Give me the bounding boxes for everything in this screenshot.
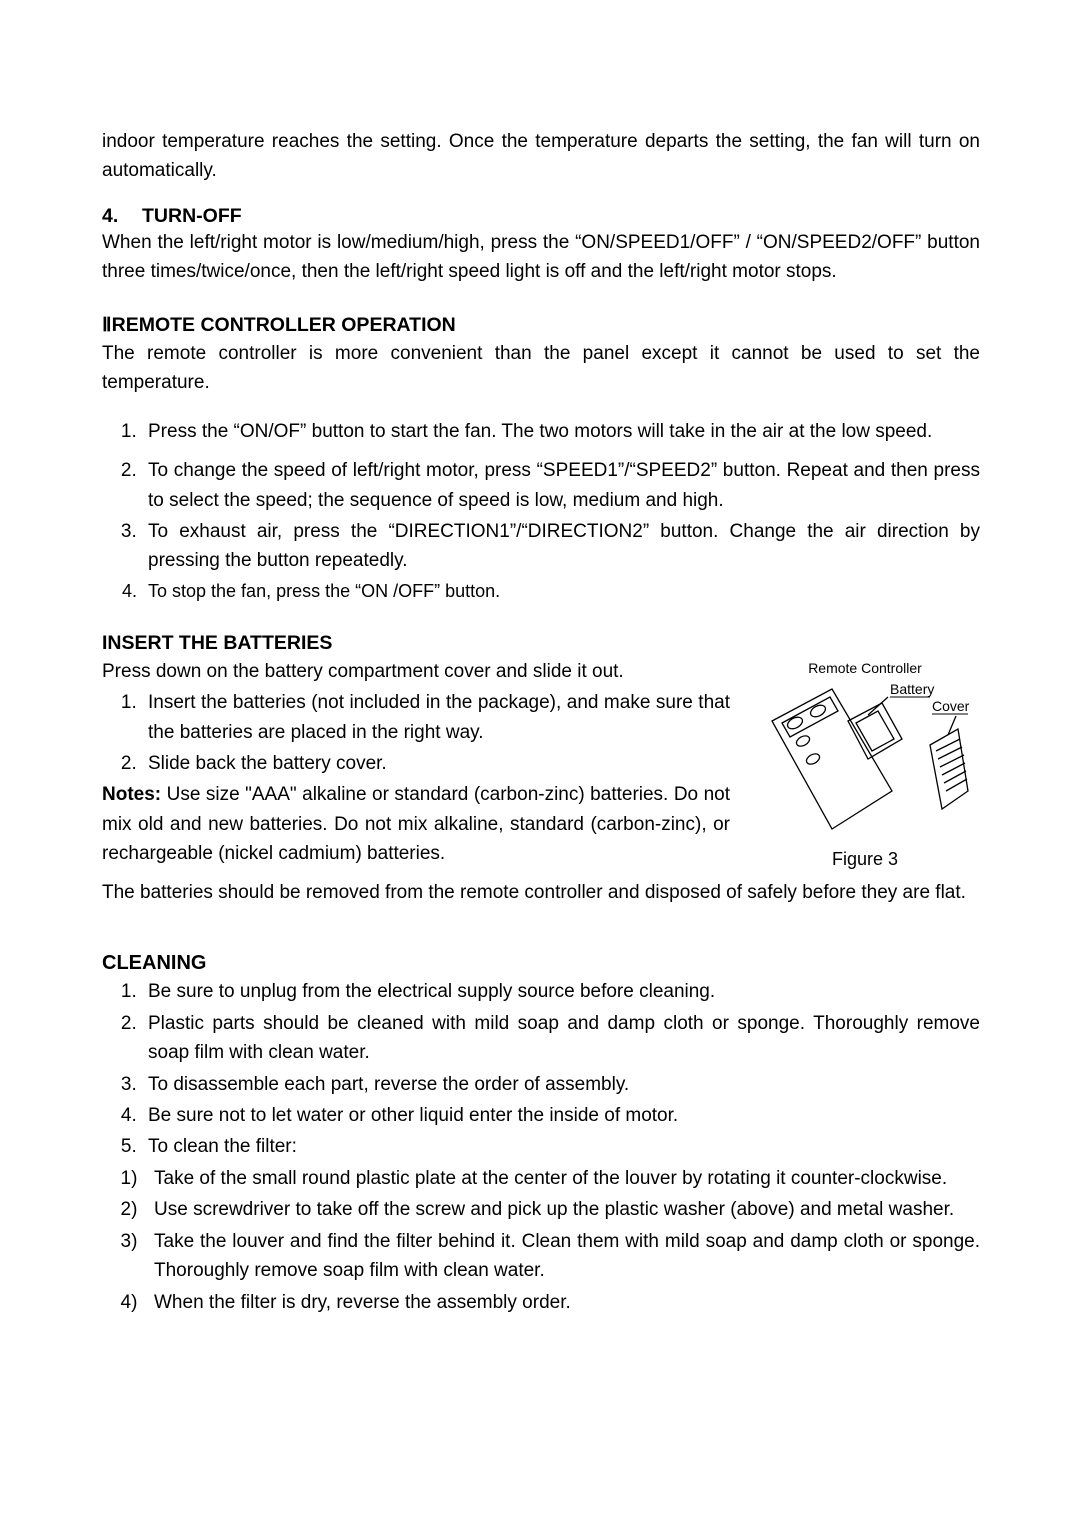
section-4-heading: 4. TURN-OFF	[102, 205, 980, 228]
remote-step: Press the “ON/OF” button to start the fa…	[142, 417, 980, 446]
intro-continuation: indoor temperature reaches the setting. …	[102, 127, 980, 186]
cleaning-heading: CLEANING	[102, 952, 980, 975]
notes-body: Use size "AAA" alkaline or standard (car…	[102, 784, 730, 864]
remote-step: To exhaust air, press the “DIRECTION1”/“…	[142, 517, 980, 576]
notes-label: Notes:	[102, 784, 161, 805]
cleaning-substep: Take of the small round plastic plate at…	[148, 1164, 980, 1193]
cleaning-substep: When the filter is dry, reverse the asse…	[148, 1288, 980, 1317]
remote-controller-diagram-icon: Remote Controller Battery Cover	[760, 661, 970, 841]
cleaning-step: Be sure not to let water or other liquid…	[142, 1101, 980, 1130]
cleaning-step: Be sure to unplug from the electrical su…	[142, 977, 980, 1006]
section-4-number: 4.	[102, 205, 142, 228]
remote-heading: ⅡREMOTE CONTROLLER OPERATION	[102, 313, 980, 337]
section-4-title: TURN-OFF	[142, 205, 242, 228]
cleaning-step: Plastic parts should be cleaned with mil…	[142, 1009, 980, 1068]
batteries-heading: INSERT THE BATTERIES	[102, 632, 980, 655]
batteries-tail: The batteries should be removed from the…	[102, 878, 980, 907]
cleaning-substep: Use screwdriver to take off the screw an…	[148, 1195, 980, 1224]
remote-intro: The remote controller is more convenient…	[102, 339, 980, 398]
figure-3-caption: Figure 3	[750, 849, 980, 870]
cleaning-substep: Take the louver and find the filter behi…	[148, 1227, 980, 1286]
remote-heading-text: REMOTE CONTROLLER OPERATION	[112, 314, 456, 336]
roman-two-prefix: Ⅱ	[102, 315, 112, 336]
figure-label-remote: Remote Controller	[808, 661, 922, 676]
figure-label-battery: Battery	[890, 681, 934, 697]
section-4-body: When the left/right motor is low/medium/…	[102, 228, 980, 287]
figure-label-cover: Cover	[932, 698, 970, 714]
cleaning-step: To clean the filter:	[142, 1132, 980, 1161]
cleaning-substeps-list: Take of the small round plastic plate at…	[108, 1164, 980, 1317]
remote-step: To stop the fan, press the “ON /OFF” but…	[142, 578, 980, 606]
remote-steps-list: Press the “ON/OF” button to start the fa…	[102, 417, 980, 606]
cleaning-steps-list: Be sure to unplug from the electrical su…	[102, 977, 980, 1162]
remote-step: To change the speed of left/right motor,…	[142, 456, 980, 515]
document-page: indoor temperature reaches the setting. …	[0, 0, 1080, 1528]
cleaning-step: To disassemble each part, reverse the or…	[142, 1070, 980, 1099]
figure-3: Remote Controller Battery Cover	[750, 661, 980, 870]
